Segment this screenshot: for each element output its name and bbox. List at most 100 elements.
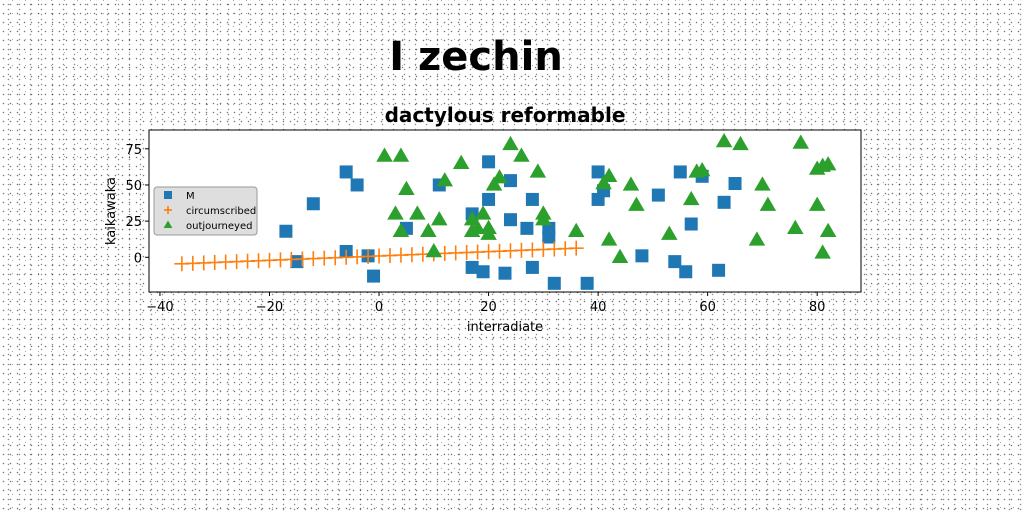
triangle-point [491, 169, 508, 184]
triangle-point [792, 134, 810, 149]
triangle-point [529, 163, 547, 178]
square-point [547, 276, 561, 290]
square-point [520, 221, 534, 235]
x-tick-label: 0 [375, 300, 383, 315]
x-tick-label: −40 [146, 300, 173, 315]
square-point [350, 178, 364, 192]
square-point [306, 197, 320, 211]
square-point [503, 213, 517, 227]
triangle-point [387, 205, 404, 220]
suptitle: I zechin [389, 34, 563, 80]
triangle-point [732, 135, 749, 151]
legend-box [153, 186, 258, 236]
x-tick-label: 20 [480, 300, 497, 315]
square-point [635, 249, 649, 263]
series-circumscribed [174, 240, 584, 272]
triangle-point [431, 211, 448, 226]
square-point [668, 255, 682, 269]
triangle-point [398, 180, 415, 196]
y-axis-label: kaikawaka [104, 177, 119, 245]
triangle-point [376, 147, 393, 162]
square-point [339, 165, 353, 179]
triangle-point [452, 154, 470, 169]
square-point [290, 255, 304, 269]
triangle-point [715, 133, 733, 148]
square-point [525, 192, 539, 206]
x-tick-label: 60 [699, 300, 716, 315]
square-point [651, 188, 665, 202]
triangle-point [754, 176, 771, 191]
square-point [717, 195, 731, 209]
triangle-point [595, 174, 612, 190]
legend-label: outjourneyed [186, 221, 252, 232]
square-point [367, 269, 381, 283]
triangle-point [513, 147, 530, 162]
triangle-point [682, 190, 700, 206]
x-tick-label: −20 [256, 300, 283, 315]
square-point [712, 263, 726, 277]
legend-marker [164, 191, 172, 199]
triangle-point [628, 196, 645, 211]
triangle-point [502, 135, 519, 151]
square-point [482, 155, 496, 169]
triangle-point [693, 161, 711, 177]
triangle-point [463, 211, 481, 226]
square-point [591, 165, 605, 179]
triangle-point [759, 196, 777, 211]
triangle-point [535, 205, 552, 220]
series-outjourneyed [376, 133, 837, 263]
legend-label: circumscribed [186, 206, 256, 217]
legend-marker [163, 220, 173, 229]
y-tick-label: 50 [125, 179, 142, 194]
chart-title: dactylous reformable [385, 103, 626, 127]
triangle-point [787, 219, 804, 235]
triangle-point [622, 176, 640, 191]
square-point [465, 260, 479, 274]
triangle-point [748, 231, 766, 246]
triangle-point [819, 156, 837, 171]
data-points [174, 133, 837, 290]
triangle-point [392, 147, 410, 162]
triangle-point [474, 205, 492, 220]
triangle-point [600, 231, 618, 246]
triangle-point [814, 244, 831, 259]
triangle-point [420, 222, 437, 237]
square-point [498, 266, 512, 280]
square-point [279, 224, 293, 238]
triangle-point [436, 172, 454, 187]
x-tick-label: 80 [809, 300, 826, 315]
square-point [679, 265, 693, 279]
y-tick-label: 25 [125, 215, 142, 230]
legend-marker [164, 206, 172, 214]
square-point [580, 276, 594, 290]
x-axis-label: interradiate [467, 320, 543, 335]
triangle-point [600, 167, 618, 182]
triangle-point [425, 242, 443, 258]
square-point [503, 174, 517, 188]
legend-label: M [186, 191, 195, 202]
triangle-point [611, 248, 629, 263]
plus-point [568, 240, 584, 256]
square-point [728, 177, 742, 191]
triangle-point [808, 196, 826, 211]
square-point [525, 260, 539, 274]
triangle-point [819, 222, 837, 237]
triangle-point [480, 219, 497, 235]
y-tick-label: 75 [125, 143, 142, 158]
y-axis-ticks: 0 25 50 75 [125, 143, 149, 266]
square-point [673, 165, 687, 179]
square-point [482, 192, 496, 206]
triangle-point [469, 219, 486, 235]
square-point [476, 265, 490, 279]
triangle-point [661, 225, 678, 240]
series-M [279, 155, 742, 290]
triangle-point [409, 205, 426, 220]
plot-area [148, 129, 862, 293]
y-tick-label: 0 [134, 251, 142, 266]
triangle-point [567, 222, 585, 237]
x-tick-label: 40 [590, 300, 607, 315]
square-point [684, 217, 698, 231]
triangle-point [485, 176, 503, 191]
